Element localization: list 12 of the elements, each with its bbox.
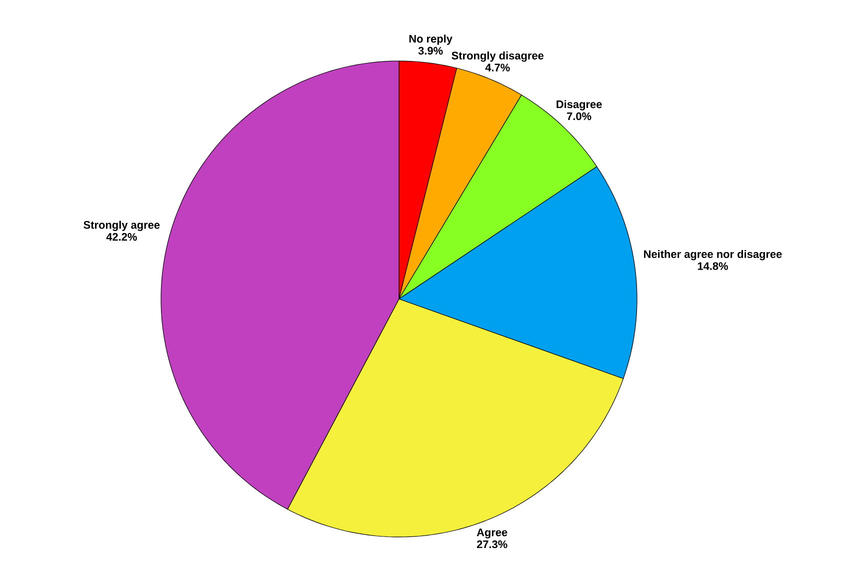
slice-label: Agree [476,528,508,538]
slice-label: Disagree [556,100,602,110]
slice-label: No reply [409,34,452,45]
data-label: 14.8% [698,262,728,270]
data-label: 4.7% [485,64,510,72]
slice-label: Strongly disagree [452,51,544,62]
slice-label: Strongly agree [84,220,160,232]
data-label: 42.2% [106,233,137,241]
data-label: 7.0% [567,112,592,120]
data-label: 3.9% [418,46,443,55]
data-label: 27.3% [476,540,508,548]
slice-label: Neither agree nor disagree [644,250,782,260]
